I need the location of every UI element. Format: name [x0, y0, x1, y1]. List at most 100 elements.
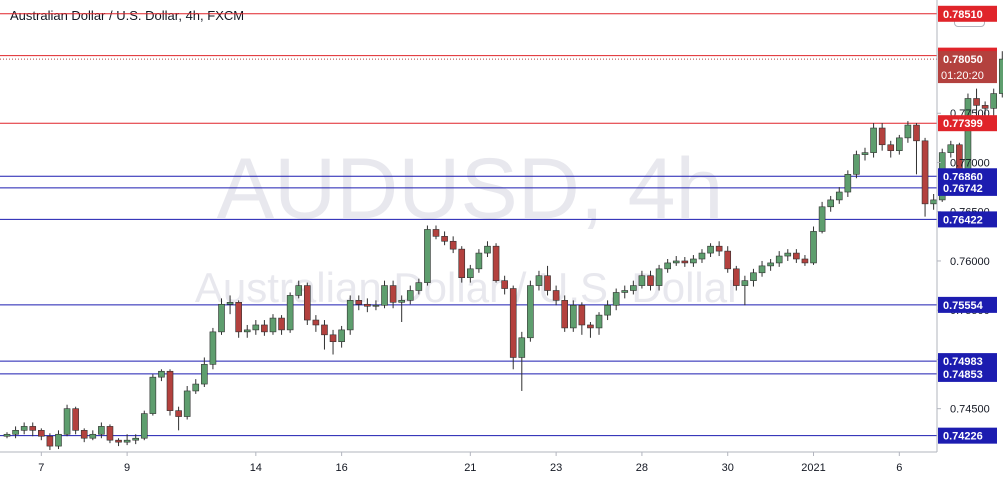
candle [604, 300, 611, 321]
candle-body-down [561, 300, 569, 329]
candle-body-up [424, 229, 431, 283]
candle [707, 243, 714, 258]
candle [63, 404, 71, 437]
candle-body-up [467, 268, 474, 278]
candle [269, 314, 277, 335]
countdown-label: 01:20:20 [941, 70, 984, 82]
candle-body-up [158, 370, 165, 378]
price-tick-label: 0.74500 [950, 404, 990, 416]
candle [80, 428, 88, 443]
candle-body-up [853, 154, 860, 175]
candle-body-up [192, 383, 200, 392]
candle [20, 422, 28, 435]
candle-body-up [672, 260, 680, 264]
candle-body-down [312, 319, 320, 326]
candle [295, 280, 303, 299]
candle [775, 251, 783, 267]
candle [732, 265, 740, 291]
candle [509, 285, 517, 370]
candle [338, 325, 345, 348]
candle-body-down [887, 144, 895, 151]
price-tick-label: 0.77000 [950, 157, 990, 169]
candle [218, 298, 225, 335]
candle [595, 312, 603, 335]
candle-body-up [415, 282, 423, 291]
time-axis[interactable]: 7 9 14 16 21 23 28 30 2021 6 [0, 451, 937, 474]
candle-body-up [947, 144, 955, 153]
level-label-box [938, 5, 997, 22]
candle-body-down [973, 98, 980, 106]
candle [29, 422, 37, 437]
candle-body-down [72, 408, 79, 431]
candle [372, 300, 380, 311]
candle-body-up [63, 408, 71, 435]
candle-body-down [106, 426, 114, 441]
candle [587, 322, 594, 338]
time-tick-label: 6 [896, 462, 902, 474]
level-label-box [938, 296, 997, 313]
candle [72, 406, 79, 435]
candle [98, 422, 105, 439]
candle [415, 278, 423, 295]
candle [544, 265, 551, 296]
candle [424, 225, 431, 286]
level-label: 0.76422 [943, 214, 983, 226]
candle-body-down [913, 124, 920, 142]
candle-body-up [149, 376, 157, 414]
candle-body-up [123, 439, 131, 443]
candle [243, 324, 251, 338]
candle-body-up [398, 300, 405, 303]
candle [106, 424, 114, 444]
candle-body-down [878, 127, 886, 146]
candle [690, 255, 697, 267]
candle [355, 295, 363, 311]
candle [252, 320, 260, 335]
candle [261, 320, 268, 336]
candle [998, 51, 1003, 98]
level-label-box [938, 427, 997, 444]
candle [818, 201, 826, 234]
candle [724, 246, 732, 273]
candle [398, 295, 405, 323]
candle-body-down [732, 268, 740, 286]
candle-body-up [612, 292, 620, 306]
candle-body-up [844, 174, 852, 193]
candle [878, 123, 886, 151]
candle-body-down [355, 300, 363, 305]
candle-body-up [998, 58, 1003, 94]
candle [46, 433, 54, 451]
candle [638, 270, 646, 289]
candle-body-down [29, 426, 37, 431]
candle [793, 249, 800, 263]
candle [329, 329, 337, 355]
candle [278, 315, 285, 335]
candle [647, 270, 654, 291]
level-label: 0.77399 [943, 118, 983, 130]
candle-body-down [509, 288, 517, 358]
candle [844, 170, 852, 197]
candle-body-up [183, 390, 191, 417]
candle-body-down [921, 140, 929, 205]
candle [681, 257, 689, 267]
candle-body-up [201, 364, 208, 385]
candle-body-down [492, 245, 500, 281]
candle [312, 315, 320, 332]
time-tick-label: 14 [250, 462, 262, 474]
candle-body-down [587, 324, 594, 329]
time-tick-label: 28 [636, 462, 648, 474]
candle [535, 270, 543, 291]
candle [475, 249, 483, 273]
candle [887, 140, 895, 158]
candles-layer [3, 51, 1003, 451]
price-axis[interactable]: 0.745000.750000.755000.760000.765000.770… [936, 0, 997, 452]
candle-body-down [552, 290, 560, 301]
candle-body-up [3, 433, 11, 437]
level-label-box [938, 365, 997, 382]
candle-body-up [140, 413, 148, 439]
candle-body-up [484, 245, 491, 254]
level-label-box [938, 115, 997, 132]
candle [655, 264, 663, 291]
price-tick-label: 0.76000 [950, 256, 990, 268]
candle-body-down [681, 260, 689, 264]
